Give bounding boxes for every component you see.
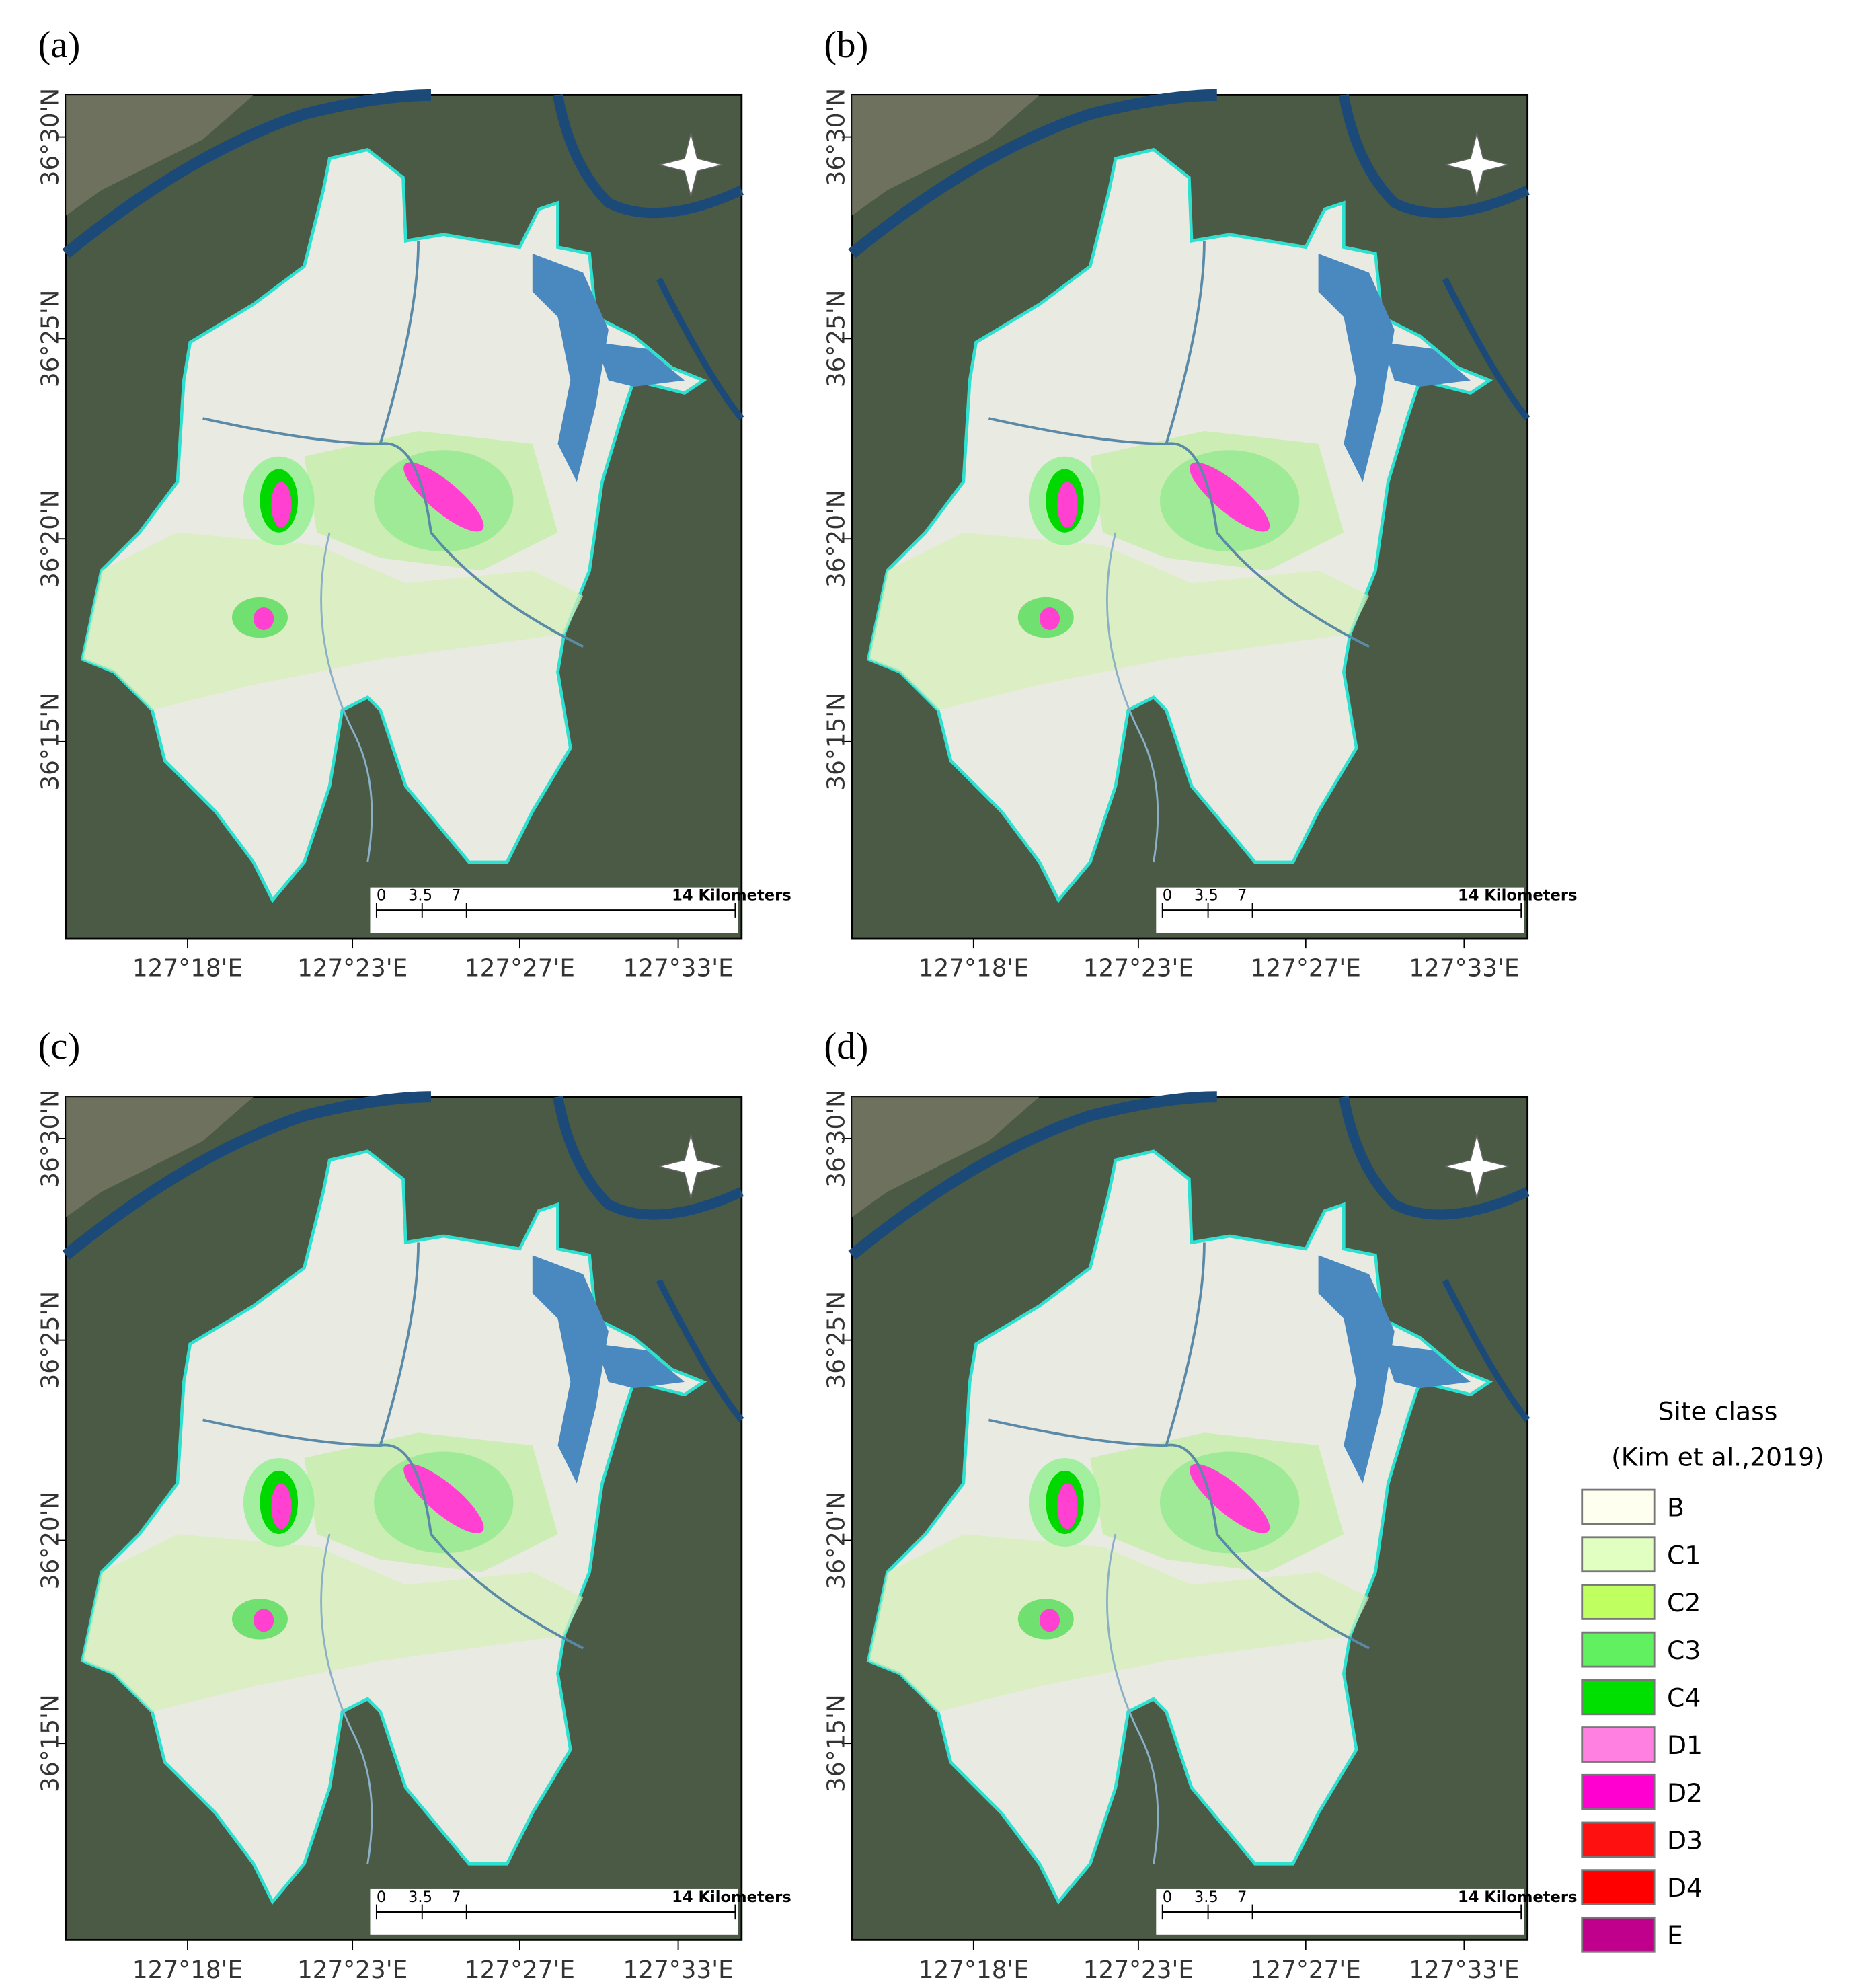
legend-swatch bbox=[1581, 1869, 1656, 1905]
scale-label: 14 Kilometers bbox=[1458, 1888, 1578, 1906]
lon-label: 127°23'E bbox=[1083, 1956, 1194, 1984]
lat-label: 36°15'N bbox=[37, 693, 65, 791]
lat-label: 36°25'N bbox=[823, 1291, 851, 1389]
lon-label: 127°27'E bbox=[465, 1956, 575, 1984]
scale-label: 14 Kilometers bbox=[672, 1888, 791, 1906]
lat-label: 36°15'N bbox=[37, 1694, 65, 1792]
scale-label: 0 bbox=[377, 1888, 386, 1906]
legend-label: B bbox=[1667, 1493, 1684, 1523]
lat-label: 36°30'N bbox=[37, 1089, 65, 1188]
lat-label: 36°20'N bbox=[823, 1492, 851, 1590]
lat-label: 36°15'N bbox=[823, 693, 851, 791]
scale-label: 7 bbox=[1237, 1888, 1247, 1906]
scale-label: 0 bbox=[377, 886, 386, 904]
legend-swatch bbox=[1581, 1584, 1656, 1620]
lat-label: 36°20'N bbox=[37, 1492, 65, 1590]
map-image bbox=[852, 1097, 1528, 1940]
lon-label: 127°33'E bbox=[1409, 955, 1519, 983]
legend-swatch bbox=[1581, 1726, 1656, 1763]
panel-label: (b) bbox=[824, 24, 868, 66]
lat-label: 36°20'N bbox=[823, 490, 851, 588]
panel-label: (c) bbox=[38, 1026, 81, 1067]
lon-label: 127°33'E bbox=[623, 1956, 733, 1984]
legend-label: D1 bbox=[1667, 1730, 1703, 1760]
map-panel: (a) 36°30'N 36°25'N 36°20'N 36°15'N 127°18'E 1… bbox=[37, 24, 791, 983]
legend-label: D2 bbox=[1667, 1778, 1703, 1808]
lat-label: 36°15'N bbox=[823, 1694, 851, 1792]
panel-label: (a) bbox=[38, 24, 81, 66]
legend-swatch bbox=[1581, 1679, 1656, 1716]
lon-label: 127°18'E bbox=[919, 955, 1029, 983]
map-image bbox=[66, 95, 742, 938]
legend-swatch bbox=[1581, 1631, 1656, 1668]
map-panel: (b) 36°30'N 36°25'N 36°20'N 36°15'N 127°18'E 1… bbox=[823, 24, 1578, 983]
legend-swatch bbox=[1581, 1821, 1656, 1858]
scale-label: 7 bbox=[451, 1888, 461, 1906]
legend: Site class (Kim et al.,2019) B C1 C2 C3 C4 D1 D2… bbox=[1581, 1396, 1824, 1953]
lon-label: 127°33'E bbox=[1409, 1956, 1519, 1984]
lon-label: 127°27'E bbox=[1251, 1956, 1361, 1984]
legend-label: D3 bbox=[1667, 1826, 1703, 1856]
lat-label: 36°25'N bbox=[37, 1291, 65, 1389]
legend-swatch bbox=[1581, 1773, 1656, 1810]
legend-label: C1 bbox=[1667, 1540, 1701, 1570]
lon-label: 127°33'E bbox=[623, 955, 733, 983]
lat-label: 36°25'N bbox=[37, 290, 65, 388]
legend-label: C2 bbox=[1667, 1588, 1701, 1617]
scale-label: 3.5 bbox=[1194, 1888, 1218, 1906]
map-panel: (c) 36°30'N 36°25'N 36°20'N 36°15'N 127°18'E 1… bbox=[37, 1026, 791, 1984]
lat-label: 36°20'N bbox=[37, 490, 65, 588]
lon-label: 127°27'E bbox=[465, 955, 575, 983]
map-panel: (d) 36°30'N 36°25'N 36°20'N 36°15'N 127°18'E 1… bbox=[823, 1026, 1578, 1984]
lat-label: 36°30'N bbox=[37, 88, 65, 186]
legend-label: D4 bbox=[1667, 1873, 1703, 1903]
scale-label: 3.5 bbox=[408, 886, 432, 904]
legend-swatch bbox=[1581, 1916, 1656, 1953]
lon-label: 127°23'E bbox=[1083, 955, 1194, 983]
lat-label: 36°30'N bbox=[823, 88, 851, 186]
scale-label: 3.5 bbox=[1194, 886, 1218, 904]
legend-swatch bbox=[1581, 1536, 1656, 1573]
lon-label: 127°18'E bbox=[132, 1956, 243, 1984]
panel-label: (d) bbox=[824, 1026, 868, 1067]
scale-label: 14 Kilometers bbox=[1458, 886, 1578, 904]
legend-swatch bbox=[1581, 1488, 1656, 1525]
legend-title: Site class bbox=[1658, 1396, 1777, 1426]
panels: (a) 36°30'N 36°25'N 36°20'N 36°15'N 127°18'E 1… bbox=[37, 24, 1578, 1984]
scale-label: 0 bbox=[1163, 1888, 1172, 1906]
lon-label: 127°23'E bbox=[297, 1956, 407, 1984]
lon-label: 127°18'E bbox=[919, 1956, 1029, 1984]
lat-label: 36°30'N bbox=[823, 1089, 851, 1188]
scale-label: 14 Kilometers bbox=[672, 886, 791, 904]
map-image bbox=[852, 95, 1528, 938]
lon-label: 127°23'E bbox=[297, 955, 407, 983]
lon-label: 127°27'E bbox=[1251, 955, 1361, 983]
lat-label: 36°25'N bbox=[823, 290, 851, 388]
legend-label: E bbox=[1667, 1921, 1683, 1950]
legend-label: C4 bbox=[1667, 1683, 1701, 1712]
legend-label: C3 bbox=[1667, 1636, 1701, 1665]
legend-title: (Kim et al.,2019) bbox=[1611, 1442, 1824, 1471]
scale-label: 3.5 bbox=[408, 1888, 432, 1906]
map-image bbox=[66, 1097, 742, 1940]
scale-label: 7 bbox=[451, 886, 461, 904]
lon-label: 127°18'E bbox=[132, 955, 243, 983]
scale-label: 0 bbox=[1163, 886, 1172, 904]
scale-label: 7 bbox=[1237, 886, 1247, 904]
